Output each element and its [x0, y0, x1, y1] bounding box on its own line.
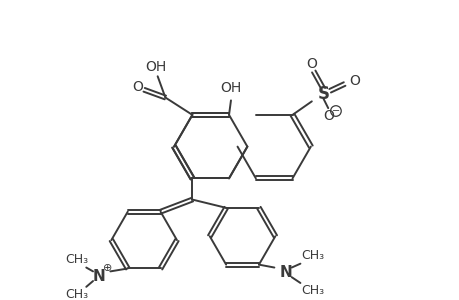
- Text: S: S: [317, 85, 329, 103]
- Text: OH: OH: [145, 60, 166, 74]
- Text: −: −: [331, 106, 339, 116]
- Text: CH₃: CH₃: [65, 288, 88, 300]
- Text: ⊕: ⊕: [102, 262, 112, 272]
- Text: CH₃: CH₃: [301, 250, 324, 262]
- Text: O: O: [322, 109, 333, 123]
- Text: O: O: [306, 57, 317, 71]
- Text: N: N: [279, 265, 291, 280]
- Text: OH: OH: [220, 81, 241, 95]
- Text: O: O: [132, 80, 143, 94]
- Text: CH₃: CH₃: [301, 284, 324, 297]
- Text: N: N: [92, 269, 105, 284]
- Text: CH₃: CH₃: [65, 253, 88, 266]
- Text: O: O: [348, 74, 359, 88]
